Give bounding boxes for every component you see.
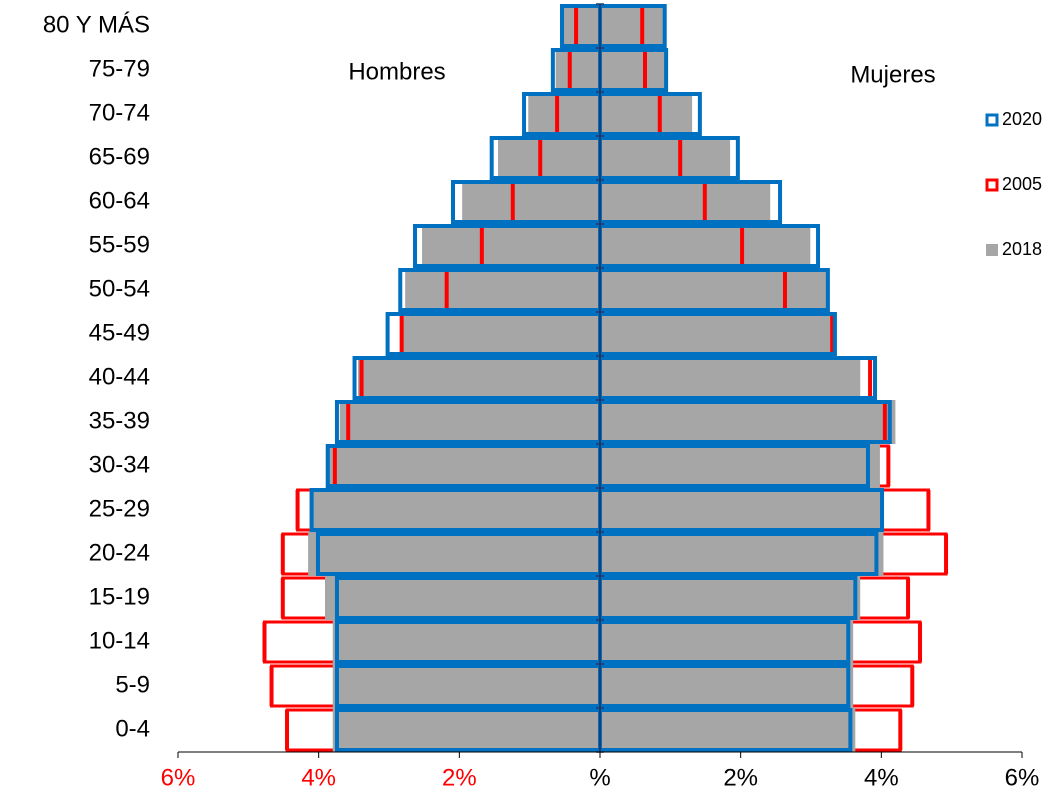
bar-2018	[498, 136, 600, 180]
bar-2018	[600, 92, 693, 136]
bar-2018	[358, 356, 600, 400]
bar-2018	[325, 444, 600, 488]
x-tick-label: 4%	[301, 764, 336, 791]
bar-2018	[600, 664, 854, 708]
bar-2018	[405, 268, 600, 312]
bar-2018	[308, 532, 600, 576]
x-tick-label: 6%	[161, 764, 196, 791]
bar-2018	[422, 224, 600, 268]
men-title: Hombres	[348, 58, 445, 85]
bar-2018	[600, 180, 771, 224]
y-tick-label: 15-19	[89, 583, 150, 610]
legend-swatch	[985, 113, 999, 127]
x-tick-label: 4%	[864, 764, 899, 791]
y-tick-label: 35-39	[89, 407, 150, 434]
legend-label: 2020	[1002, 109, 1042, 129]
bar-2018	[339, 400, 600, 444]
bar-2018	[600, 356, 861, 400]
y-tick-label: 60-64	[89, 187, 150, 214]
y-tick-label: 5-9	[115, 671, 150, 698]
y-tick-label: 20-24	[89, 539, 150, 566]
x-tick-label: 2%	[442, 764, 477, 791]
bar-2018	[462, 180, 600, 224]
y-tick-label: 70-74	[89, 99, 150, 126]
bar-2018	[332, 708, 600, 752]
bar-2018	[600, 312, 830, 356]
bar-2018	[555, 48, 600, 92]
legend-swatch	[986, 244, 998, 256]
y-tick-label: 10-14	[89, 627, 150, 654]
x-tick-label: %	[589, 764, 610, 791]
y-tick-label: 80 Y MÁS	[43, 11, 150, 38]
bar-2018	[309, 488, 600, 532]
bar-2018	[600, 224, 811, 268]
bar-2018	[600, 576, 861, 620]
y-tick-label: 0-4	[115, 715, 150, 742]
bar-2018	[600, 268, 828, 312]
bar-2018	[600, 620, 854, 664]
bar-2018	[400, 312, 600, 356]
bar-2018	[600, 400, 896, 444]
y-tick-label: 65-69	[89, 143, 150, 170]
y-tick-label: 55-59	[89, 231, 150, 258]
bar-2018	[562, 4, 600, 48]
bar-2018	[528, 92, 600, 136]
y-tick-label: 30-34	[89, 451, 150, 478]
bar-2018	[600, 136, 731, 180]
y-tick-label: 75-79	[89, 55, 150, 82]
y-tick-label: 50-54	[89, 275, 150, 302]
y-tick-label: 45-49	[89, 319, 150, 346]
bar-2018	[600, 532, 884, 576]
bar-2018	[332, 664, 600, 708]
bar-2018	[600, 708, 856, 752]
x-tick-label: 6%	[1005, 764, 1040, 791]
legend-swatch	[985, 178, 999, 192]
y-tick-label: 25-29	[89, 495, 150, 522]
bar-2018	[600, 4, 664, 48]
bar-2018	[324, 576, 600, 620]
bar-2018	[600, 48, 665, 92]
bar-2018	[600, 488, 883, 532]
bar-2018	[600, 444, 880, 488]
bar-2018	[332, 620, 600, 664]
women-title: Mujeres	[850, 61, 935, 88]
x-tick-label: 2%	[723, 764, 758, 791]
y-tick-label: 40-44	[89, 363, 150, 390]
legend-label: 2018	[1002, 239, 1042, 259]
legend-label: 2005	[1002, 174, 1042, 194]
